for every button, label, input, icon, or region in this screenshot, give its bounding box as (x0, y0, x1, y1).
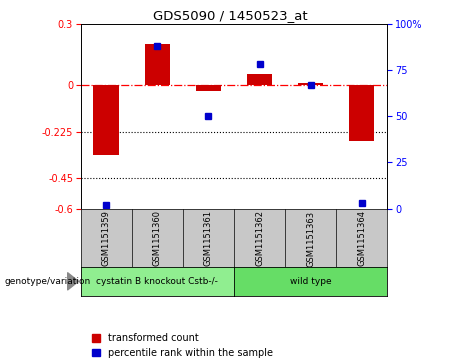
Bar (247, 74, 272, 85)
Text: GSM1151362: GSM1151362 (255, 211, 264, 266)
Text: cystatin B knockout Cstb-/-: cystatin B knockout Cstb-/- (96, 277, 218, 286)
Text: GSM1151361: GSM1151361 (204, 211, 213, 266)
Polygon shape (67, 273, 78, 290)
Bar (195, 85, 221, 91)
Legend: transformed count, percentile rank within the sample: transformed count, percentile rank withi… (93, 333, 273, 358)
Text: genotype/variation: genotype/variation (5, 277, 91, 286)
Text: GSM1151360: GSM1151360 (153, 211, 162, 266)
Text: GDS5090 / 1450523_at: GDS5090 / 1450523_at (153, 9, 308, 22)
Bar (94, 85, 119, 155)
Text: GSM1151363: GSM1151363 (306, 211, 315, 266)
Bar (349, 85, 374, 141)
Text: wild type: wild type (290, 277, 331, 286)
Bar (298, 83, 323, 85)
Text: GSM1151359: GSM1151359 (102, 211, 111, 266)
Bar (145, 44, 170, 85)
Text: GSM1151364: GSM1151364 (357, 211, 366, 266)
